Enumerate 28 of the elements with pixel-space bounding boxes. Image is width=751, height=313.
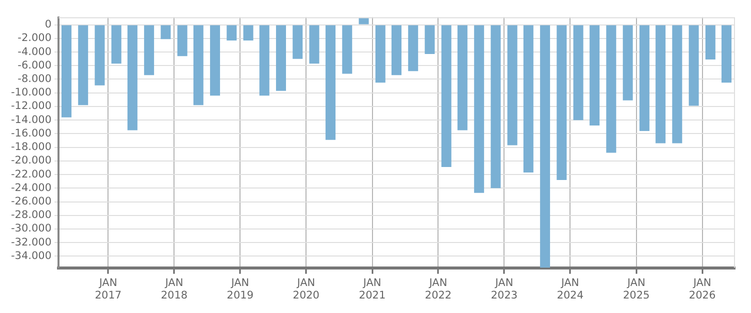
y-tick-label: -6.000 bbox=[18, 59, 52, 72]
y-tick-label: -2.000 bbox=[18, 32, 52, 44]
y-tick-label: -26.000 bbox=[10, 196, 52, 208]
x-tick-label: JAN 2017 bbox=[94, 276, 122, 302]
x-tick-label: JAN 2024 bbox=[556, 276, 584, 302]
x-tick-label: JAN 2019 bbox=[226, 276, 254, 302]
y-tick-label: -34.000 bbox=[10, 250, 52, 262]
y-tick-label: -24.000 bbox=[10, 182, 52, 194]
y-tick-label: -20.000 bbox=[10, 154, 52, 167]
x-tick-label: JAN 2020 bbox=[292, 276, 320, 302]
y-tick-label: -14.000 bbox=[10, 114, 52, 126]
x-tick-label: JAN 2018 bbox=[160, 276, 188, 302]
x-tick-label: JAN 2023 bbox=[490, 276, 518, 302]
y-tick-label: -18.000 bbox=[10, 141, 52, 154]
y-tick-label: -10.000 bbox=[10, 86, 52, 99]
x-tick-label: JAN 2022 bbox=[424, 276, 452, 302]
y-tick-label: -4.000 bbox=[18, 46, 52, 58]
y-tick-label: -28.000 bbox=[10, 209, 52, 222]
x-tick-label: JAN 2025 bbox=[622, 276, 650, 302]
y-tick-label: -12.000 bbox=[10, 100, 52, 112]
x-tick-label: JAN 2021 bbox=[358, 276, 386, 302]
y-tick-label: -8.000 bbox=[18, 72, 52, 85]
y-tick-label: -22.000 bbox=[10, 168, 52, 180]
y-tick-label: -16.000 bbox=[10, 127, 52, 140]
y-tick-label: -32.000 bbox=[10, 236, 52, 248]
y-tick-label: 0 bbox=[44, 18, 52, 31]
y-tick-label: -30.000 bbox=[10, 222, 52, 235]
x-tick-label: JAN 2026 bbox=[688, 276, 716, 302]
